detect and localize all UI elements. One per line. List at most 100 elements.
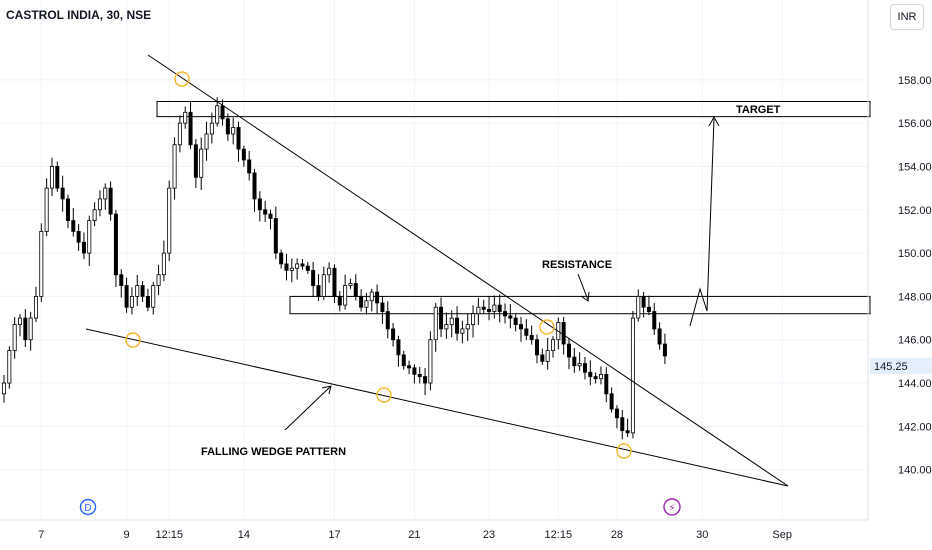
candle-body: [428, 339, 433, 384]
price-tick-label: 150.00: [898, 248, 932, 260]
candle-body: [625, 430, 630, 434]
price-tick-label: 140.00: [898, 465, 932, 477]
candle-body: [630, 317, 635, 434]
candle-body: [535, 339, 540, 356]
candle-body: [604, 373, 609, 395]
candle-body: [247, 159, 252, 174]
time-tick-label: 12:15: [155, 529, 183, 541]
candle-body: [369, 291, 374, 302]
currency-button[interactable]: INR: [890, 4, 924, 30]
candle-body: [401, 354, 406, 367]
candle-body: [33, 296, 38, 319]
candle-body: [177, 122, 182, 146]
pivot-circle: [616, 443, 632, 459]
lightning-icon: ⚡: [668, 503, 675, 514]
candle-body: [279, 252, 284, 265]
price-tick-label: 154.00: [898, 161, 932, 173]
candle-body: [81, 241, 86, 254]
price-tick-label: 148.00: [898, 291, 932, 303]
dividend-marker[interactable]: D: [79, 498, 97, 516]
candle-body: [396, 339, 401, 356]
time-tick-label: 12:15: [545, 529, 573, 541]
candle-body: [204, 133, 209, 150]
candle-body: [391, 328, 396, 341]
time-axis[interactable]: 7 9 12:15 14 17 21 23 12:15 28 30 Sep: [0, 519, 868, 541]
candle-body: [252, 172, 257, 200]
candle-body: [23, 317, 28, 341]
time-tick-label: 14: [238, 529, 250, 541]
candle-body: [550, 339, 555, 351]
candle-body: [662, 343, 667, 357]
candle-body: [407, 365, 412, 369]
candle-body: [28, 317, 33, 341]
candle-body: [636, 296, 641, 319]
candle-body: [375, 291, 380, 304]
candle-body: [183, 111, 188, 124]
candle-body: [545, 350, 550, 362]
time-tick-label: 21: [408, 529, 420, 541]
candle-body: [476, 306, 481, 315]
candle-body: [7, 350, 12, 384]
pattern-arrow: [284, 385, 332, 431]
projection-path: [689, 118, 715, 327]
candle-body: [332, 267, 337, 297]
price-tick-label: 156.00: [898, 118, 932, 130]
time-tick-label: 17: [328, 529, 340, 541]
target-arrowhead: [708, 115, 720, 127]
target-box: [156, 100, 871, 118]
candle-body: [449, 317, 454, 325]
candle-body: [353, 283, 358, 297]
candle-body: [215, 105, 220, 124]
candles: [2, 97, 667, 440]
candle-body: [151, 285, 156, 308]
last-price-label: 145.25: [870, 358, 932, 374]
time-tick-label: 7: [38, 529, 44, 541]
candle-body: [529, 334, 534, 341]
candle-body: [145, 296, 150, 308]
time-tick-label: 23: [483, 529, 495, 541]
candle-body: [460, 328, 465, 334]
grid: [0, 0, 868, 520]
earnings-marker[interactable]: ⚡: [663, 498, 681, 516]
pattern-label: FALLING WEDGE PATTERN: [201, 446, 346, 458]
candle-body: [17, 317, 22, 325]
candle-body: [209, 122, 214, 135]
candle-body: [385, 311, 390, 330]
time-tick-label: 28: [611, 529, 623, 541]
pivot-circle: [125, 332, 141, 348]
candle-body: [2, 382, 7, 395]
candle-body: [572, 356, 577, 367]
candle-body: [503, 311, 508, 317]
price-axis[interactable]: 158.00 156.00 154.00 152.00 150.00 148.00 146.…: [867, 0, 932, 520]
candle-body: [225, 118, 230, 135]
candle-body: [412, 367, 417, 375]
candle-body: [87, 220, 92, 254]
candle-body: [289, 267, 294, 271]
candle-body: [167, 187, 172, 254]
candle-body: [231, 127, 236, 135]
candle-body: [268, 213, 273, 219]
candle-body: [343, 285, 348, 306]
candle-body: [321, 274, 326, 297]
resistance-arrow: [577, 273, 589, 301]
symbol-title[interactable]: CASTROL INDIA, 30, NSE: [6, 8, 152, 22]
candle-body: [620, 417, 625, 432]
candle-body: [423, 376, 428, 384]
candle-body: [561, 321, 566, 345]
candle-body: [471, 313, 476, 325]
target-zone: [156, 100, 871, 118]
candle-body: [433, 306, 438, 341]
candle-body: [364, 300, 369, 308]
candle-body: [582, 363, 587, 373]
candle-body: [524, 328, 529, 336]
candle-body: [193, 144, 198, 178]
dividend-icon: D: [84, 503, 91, 514]
resistance-arrowhead: [580, 291, 590, 302]
candle-body: [348, 283, 353, 286]
candle-body: [220, 105, 225, 120]
candle-body: [497, 304, 502, 312]
candle-body: [417, 373, 422, 377]
candle-body: [487, 309, 492, 312]
candle-body: [284, 263, 289, 271]
